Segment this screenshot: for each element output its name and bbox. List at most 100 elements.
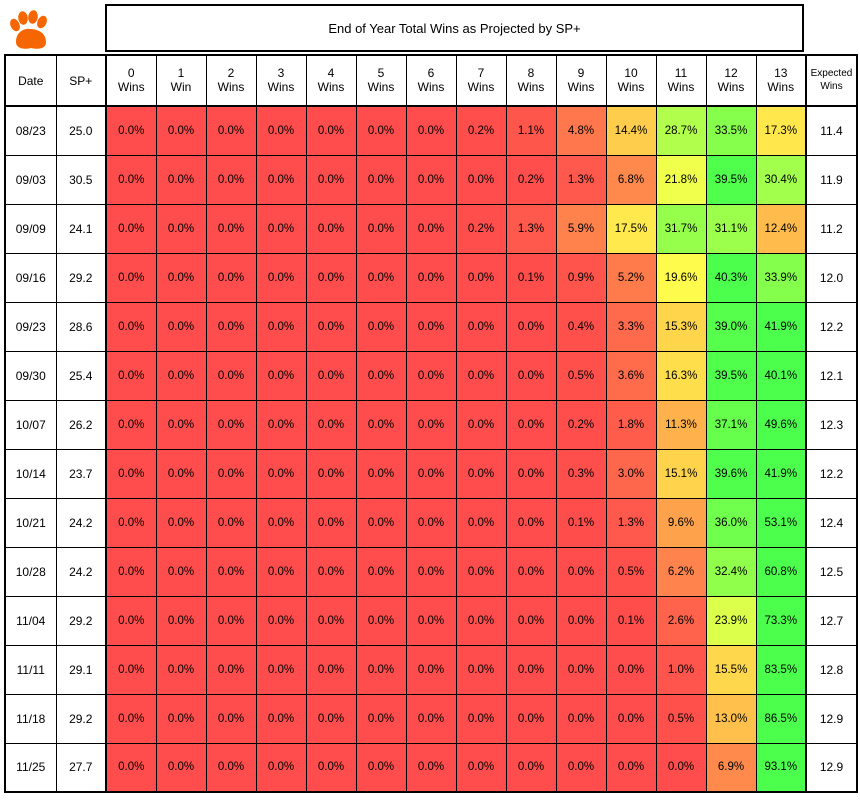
heatmap-cell: 0.0% — [405, 595, 457, 646]
column-header-count: 11 — [674, 65, 688, 80]
heatmap-cell: 0.4% — [555, 301, 607, 352]
heatmap-cell: 0.0% — [355, 644, 407, 695]
heatmap-cell: 86.5% — [755, 693, 807, 744]
heatmap-cell: 0.0% — [305, 448, 357, 499]
row-sp-rating: 24.2 — [55, 546, 107, 597]
heatmap-cell: 0.0% — [405, 448, 457, 499]
heatmap-cell: 0.0% — [405, 742, 457, 793]
heatmap-cell: 1.3% — [555, 154, 607, 205]
heatmap-cell: 30.4% — [755, 154, 807, 205]
heatmap-cell: 0.0% — [355, 693, 407, 744]
column-header-unit: Wins — [267, 79, 295, 94]
row-date: 08/23 — [4, 105, 57, 156]
row-date: 11/25 — [4, 742, 57, 793]
row-expected-wins: 12.9 — [805, 693, 858, 744]
heatmap-cell: 23.9% — [705, 595, 757, 646]
heatmap-cell: 31.1% — [705, 203, 757, 254]
heatmap-cell: 0.0% — [155, 154, 207, 205]
heatmap-cell: 0.0% — [255, 154, 307, 205]
heatmap-cell: 0.0% — [205, 105, 257, 156]
heatmap-cell: 0.0% — [405, 546, 457, 597]
heatmap-cell: 0.0% — [355, 203, 407, 254]
column-header-unit: Wins — [367, 79, 395, 94]
heatmap-cell: 0.0% — [305, 546, 357, 597]
heatmap-cell: 0.0% — [305, 497, 357, 548]
column-header-count: 6 — [427, 65, 435, 80]
heatmap-cell: 0.0% — [105, 497, 157, 548]
column-header-count: 3 — [277, 65, 285, 80]
column-header-unit: Wins — [317, 79, 345, 94]
heatmap-cell: 0.0% — [105, 399, 157, 450]
row-sp-rating: 29.2 — [55, 693, 107, 744]
row-date: 10/14 — [4, 448, 57, 499]
column-header-unit: Wins — [617, 79, 645, 94]
table-row: 10/14 23.7 0.0% 0.0% 0.0% 0.0% 0.0% 0.0% 0.0% 0.0… — [4, 448, 858, 499]
row-expected-wins: 12.4 — [805, 497, 858, 548]
table-row: 09/30 25.4 0.0% 0.0% 0.0% 0.0% 0.0% 0.0% 0.0% 0.0… — [4, 350, 858, 401]
heatmap-cell: 0.0% — [605, 742, 657, 793]
heatmap-cell: 0.0% — [455, 644, 507, 695]
column-header-wins: 2 Wins — [205, 54, 257, 107]
heatmap-cell: 0.0% — [155, 693, 207, 744]
heatmap-cell: 0.2% — [555, 399, 607, 450]
row-sp-rating: 28.6 — [55, 301, 107, 352]
column-header-count: 13 — [774, 65, 788, 80]
row-sp-rating: 24.1 — [55, 203, 107, 254]
heatmap-cell: 0.5% — [655, 693, 707, 744]
heatmap-cell: 28.7% — [655, 105, 707, 156]
heatmap-cell: 0.0% — [355, 350, 407, 401]
heatmap-cell: 1.3% — [505, 203, 557, 254]
heatmap-cell: 0.0% — [205, 497, 257, 548]
column-header-expected-line2: Wins — [820, 80, 843, 92]
header-row: Date SP+ 0 Wins 1 Win 2 Wins 3 Wins 4 Wins 5 Wins 6 Win… — [4, 54, 858, 107]
row-date: 10/07 — [4, 399, 57, 450]
heatmap-cell: 0.0% — [355, 399, 407, 450]
heatmap-cell: 0.0% — [405, 154, 457, 205]
heatmap-cell: 0.0% — [405, 693, 457, 744]
heatmap-cell: 6.2% — [655, 546, 707, 597]
heatmap-cell: 4.8% — [555, 105, 607, 156]
heatmap-cell: 0.0% — [105, 595, 157, 646]
heatmap-cell: 0.0% — [305, 742, 357, 793]
heatmap-cell: 0.0% — [505, 546, 557, 597]
heatmap-cell: 0.1% — [605, 595, 657, 646]
row-date: 09/09 — [4, 203, 57, 254]
row-sp-rating: 26.2 — [55, 399, 107, 450]
heatmap-cell: 0.0% — [155, 350, 207, 401]
heatmap-cell: 1.0% — [655, 644, 707, 695]
heatmap-cell: 3.6% — [605, 350, 657, 401]
heatmap-cell: 0.0% — [555, 693, 607, 744]
column-header-wins: 3 Wins — [255, 54, 307, 107]
heatmap-cell: 0.0% — [405, 203, 457, 254]
paw-pad — [16, 28, 46, 49]
heatmap-cell: 0.0% — [255, 497, 307, 548]
table-row: 11/25 27.7 0.0% 0.0% 0.0% 0.0% 0.0% 0.0% 0.0% 0.0… — [4, 742, 858, 793]
heatmap-cell: 0.5% — [555, 350, 607, 401]
heatmap-cell: 0.0% — [105, 546, 157, 597]
column-header-wins: 6 Wins — [405, 54, 457, 107]
row-sp-rating: 23.7 — [55, 448, 107, 499]
heatmap-cell: 0.0% — [305, 644, 357, 695]
table-row: 08/23 25.0 0.0% 0.0% 0.0% 0.0% 0.0% 0.0% 0.0% 0.2… — [4, 105, 858, 156]
heatmap-cell: 0.0% — [305, 595, 357, 646]
table-row: 11/11 29.1 0.0% 0.0% 0.0% 0.0% 0.0% 0.0% 0.0% 0.0… — [4, 644, 858, 695]
heatmap-cell: 0.0% — [105, 742, 157, 793]
heatmap-cell: 0.0% — [405, 497, 457, 548]
heatmap-cell: 0.0% — [455, 742, 507, 793]
heatmap-cell: 5.9% — [555, 203, 607, 254]
heatmap-cell: 0.0% — [105, 203, 157, 254]
heatmap-cell: 0.0% — [205, 546, 257, 597]
row-expected-wins: 11.2 — [805, 203, 858, 254]
paw-toe — [18, 11, 28, 25]
heatmap-cell: 0.0% — [505, 497, 557, 548]
heatmap-cell: 0.0% — [305, 693, 357, 744]
column-header-wins: 12 Wins — [705, 54, 757, 107]
heatmap-cell: 40.1% — [755, 350, 807, 401]
heatmap-cell: 0.0% — [505, 644, 557, 695]
heatmap-cell: 0.0% — [405, 644, 457, 695]
heatmap-cell: 0.0% — [255, 644, 307, 695]
column-header-unit: Wins — [517, 79, 545, 94]
heatmap-cell: 17.5% — [605, 203, 657, 254]
heatmap-cell: 15.1% — [655, 448, 707, 499]
heatmap-cell: 0.0% — [305, 105, 357, 156]
